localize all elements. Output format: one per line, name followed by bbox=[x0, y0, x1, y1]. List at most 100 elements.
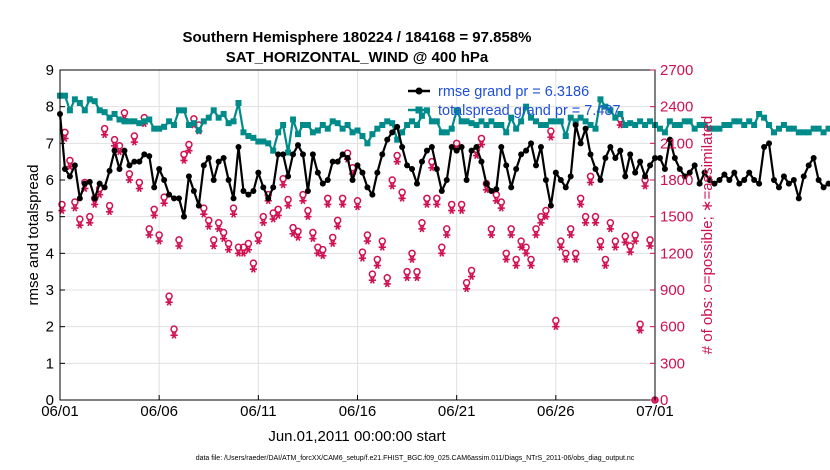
obs-possible-point bbox=[224, 239, 233, 248]
rmse-point bbox=[394, 123, 401, 130]
totalspread-point bbox=[473, 122, 480, 128]
rmse-point bbox=[81, 180, 88, 187]
rmse-point bbox=[523, 147, 530, 154]
totalspread-point bbox=[562, 133, 569, 139]
totalspread-point bbox=[676, 122, 683, 128]
rmse-point bbox=[136, 158, 143, 165]
rmse-point bbox=[354, 162, 361, 169]
totalspread-point bbox=[453, 107, 460, 114]
obs-possible-point bbox=[120, 109, 129, 117]
totalspread-point bbox=[116, 116, 123, 123]
y-axis-label-right: # of obs: o=possible; ∗=assimilated bbox=[699, 116, 716, 355]
totalspread-point bbox=[438, 129, 445, 136]
obs-assimilated-point bbox=[626, 248, 634, 256]
obs-assimilated-point bbox=[210, 242, 218, 250]
obs-assimilated-point bbox=[254, 237, 262, 245]
obs-assimilated-point bbox=[443, 231, 451, 239]
totalspread-point bbox=[339, 125, 346, 132]
obs-assimilated-point bbox=[229, 210, 238, 218]
totalspread-point bbox=[180, 107, 187, 114]
rmse-point bbox=[552, 169, 559, 176]
obs-possible-point bbox=[76, 215, 84, 223]
obs-assimilated-point bbox=[388, 182, 396, 190]
obs-possible-point bbox=[393, 151, 401, 160]
totalspread-point bbox=[265, 140, 272, 147]
obs-possible-point bbox=[58, 200, 66, 209]
rmse-point bbox=[656, 155, 663, 161]
obs-possible-point bbox=[388, 176, 396, 184]
totalspread-point bbox=[66, 107, 73, 114]
totalspread-point bbox=[195, 127, 202, 134]
rmse-point bbox=[215, 158, 222, 165]
obs-assimilated-point bbox=[150, 211, 158, 219]
totalspread-point bbox=[642, 122, 649, 128]
obs-possible-point bbox=[611, 237, 620, 245]
obs-assimilated-point bbox=[567, 231, 575, 239]
obs-possible-point bbox=[487, 225, 496, 233]
obs-possible-point bbox=[512, 255, 520, 264]
totalspread-point bbox=[215, 114, 222, 121]
obs-assimilated-point bbox=[160, 199, 168, 207]
rmse-point bbox=[483, 180, 490, 187]
obs-possible-point bbox=[383, 274, 391, 282]
obs-possible-point bbox=[462, 278, 471, 287]
rmse-point bbox=[627, 151, 634, 158]
totalspread-point bbox=[528, 114, 535, 121]
chart-subtitle: SAT_HORIZONTAL_WIND @ 400 hPa bbox=[226, 49, 489, 66]
totalspread-point bbox=[493, 122, 500, 128]
totalspread-point bbox=[572, 118, 579, 125]
obs-possible-point bbox=[408, 249, 416, 258]
series-lines bbox=[57, 92, 830, 220]
legend-entry-rmse: rmse grand pr = 6.3186 bbox=[438, 84, 589, 100]
totalspread-point bbox=[622, 122, 629, 128]
rmse-point bbox=[225, 177, 232, 183]
totalspread-point bbox=[711, 125, 718, 132]
obs-assimilated-point bbox=[606, 225, 614, 233]
obs-assimilated-point bbox=[458, 207, 466, 215]
obs-possible-point bbox=[398, 188, 406, 196]
rmse-point bbox=[597, 177, 604, 183]
rmse-point bbox=[577, 140, 584, 147]
totalspread-point bbox=[146, 116, 153, 123]
rmse-point bbox=[766, 140, 773, 147]
obs-possible-point bbox=[423, 194, 431, 203]
obs-possible-point bbox=[443, 225, 451, 233]
totalspread-point bbox=[547, 118, 554, 125]
y-tick-label-left: 3 bbox=[46, 282, 54, 299]
totalspread-point bbox=[61, 92, 68, 99]
totalspread-point bbox=[741, 122, 748, 128]
totalspread-point bbox=[463, 118, 470, 125]
rmse-point bbox=[528, 140, 535, 147]
obs-assimilated-point bbox=[552, 323, 560, 331]
obs-assimilated-point bbox=[215, 225, 223, 233]
rmse-point bbox=[736, 180, 743, 187]
obs-assimilated-point bbox=[383, 280, 391, 288]
totalspread-point bbox=[746, 118, 753, 125]
y-tick-label-left: 7 bbox=[46, 135, 54, 152]
data-file-footer: data file: /Users/raeder/DAI/ATM_forcXX/… bbox=[196, 455, 635, 462]
obs-assimilated-point bbox=[279, 181, 287, 189]
totalspread-point bbox=[414, 122, 420, 128]
rmse-point bbox=[572, 122, 579, 128]
obs-assimilated-point bbox=[96, 191, 104, 199]
totalspread-point bbox=[567, 114, 574, 121]
rmse-point bbox=[820, 184, 827, 191]
y-tick-label-left: 1 bbox=[46, 355, 54, 372]
rmse-point bbox=[295, 142, 301, 149]
totalspread-point bbox=[661, 129, 668, 136]
totalspread-point bbox=[81, 107, 88, 114]
rmse-point bbox=[622, 173, 629, 180]
rmse-point bbox=[230, 195, 237, 202]
obs-assimilated-point bbox=[170, 331, 178, 339]
rmse-point bbox=[379, 151, 386, 158]
obs-assimilated-point bbox=[175, 242, 183, 250]
rmse-point bbox=[126, 162, 133, 169]
totalspread-point bbox=[686, 118, 693, 125]
obs-assimilated-point bbox=[86, 219, 94, 227]
totalspread-point bbox=[691, 125, 698, 132]
rmse-point bbox=[399, 144, 406, 150]
totalspread-point bbox=[86, 96, 93, 103]
totalspread-point bbox=[369, 131, 376, 138]
x-tick-label: 06/01 bbox=[41, 403, 79, 420]
obs-possible-point bbox=[86, 212, 94, 221]
